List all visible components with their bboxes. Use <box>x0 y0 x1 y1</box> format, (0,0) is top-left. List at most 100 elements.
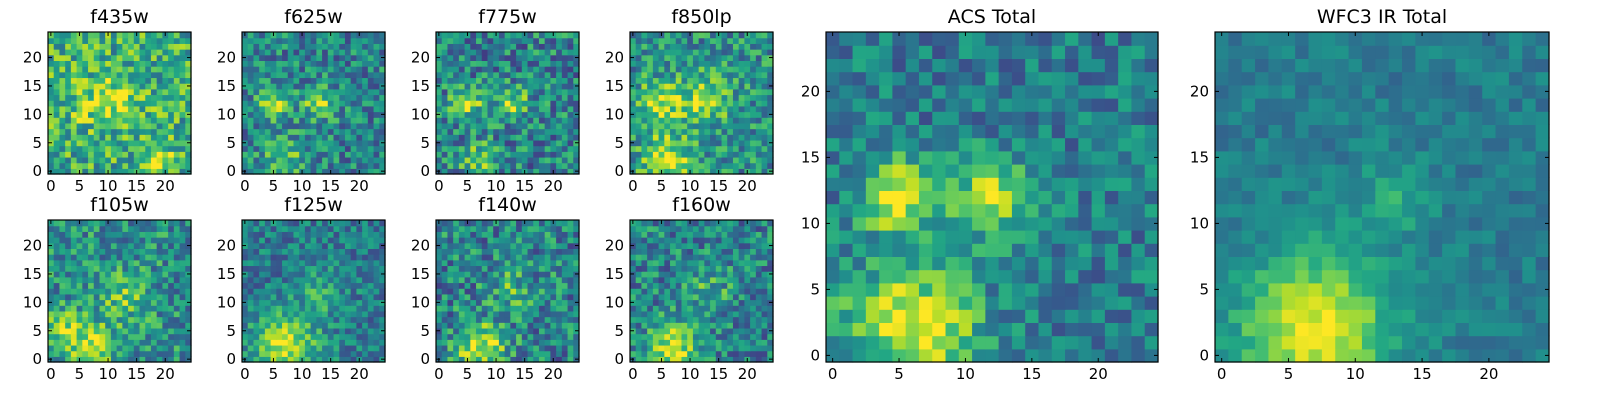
heatmap-cell <box>675 111 683 118</box>
heatmap-cell <box>750 83 757 90</box>
heatmap-cell <box>544 43 551 50</box>
heatmap-cell <box>710 151 717 158</box>
heatmap-cell <box>441 288 449 295</box>
heatmap-cell <box>516 128 523 135</box>
heatmap-cell <box>282 111 289 118</box>
heatmap-cell <box>476 293 483 301</box>
heatmap-cell <box>732 60 740 67</box>
heatmap-cell <box>327 134 335 141</box>
heatmap-cell <box>567 316 574 323</box>
heatmap-cell <box>447 237 454 244</box>
heatmap-cell <box>133 225 141 232</box>
heatmap-cell <box>498 139 506 147</box>
heatmap-cell <box>658 83 665 90</box>
heatmap-cell <box>658 344 665 352</box>
heatmap-cell <box>76 49 83 56</box>
heatmap-cell <box>310 134 317 141</box>
heatmap-cell <box>521 254 529 261</box>
heatmap-cell <box>658 151 665 158</box>
heatmap-cell <box>168 128 175 135</box>
heatmap-cell <box>458 162 466 169</box>
x-tick-label: 5 <box>463 177 473 195</box>
heatmap-cell <box>453 310 460 318</box>
heatmap-cell <box>538 43 546 50</box>
heatmap-cell <box>316 231 323 238</box>
heatmap-cell <box>310 77 317 84</box>
heatmap-cell <box>310 88 317 96</box>
heatmap-cell <box>710 60 717 67</box>
heatmap-cell <box>264 350 272 357</box>
heatmap-cell <box>538 139 546 147</box>
heatmap-cell <box>173 276 181 284</box>
heatmap-cell <box>133 299 141 306</box>
heatmap-cell <box>253 77 260 84</box>
heatmap-cell <box>670 105 677 113</box>
heatmap-cell <box>527 254 534 261</box>
heatmap-cell <box>447 288 454 295</box>
heatmap-cell <box>755 139 763 147</box>
heatmap-cell <box>70 122 78 130</box>
heatmap-cell <box>110 339 118 346</box>
heatmap-cell <box>533 305 540 312</box>
heatmap-cell <box>65 37 72 44</box>
heatmap-cell <box>145 293 152 301</box>
heatmap-cell <box>179 293 186 301</box>
heatmap-cell <box>339 88 346 96</box>
heatmap-cell <box>436 316 443 323</box>
heatmap-cell <box>727 60 734 67</box>
heatmap-cell <box>732 276 740 284</box>
heatmap-cell <box>76 231 83 238</box>
heatmap-cell <box>150 333 158 340</box>
heatmap-cell <box>128 139 135 147</box>
heatmap-cell <box>464 54 471 61</box>
heatmap-cell <box>105 43 112 50</box>
heatmap-cell <box>670 49 677 56</box>
heatmap-cell <box>727 105 734 113</box>
heatmap-cell <box>687 111 694 118</box>
heatmap-cell <box>110 151 118 158</box>
heatmap-cell <box>447 88 454 96</box>
heatmap-cell <box>48 288 55 295</box>
heatmap-cell <box>48 316 55 323</box>
y-tick-label: 5 <box>226 134 236 152</box>
heatmap-cell <box>550 350 557 357</box>
heatmap-cell <box>533 299 540 306</box>
heatmap-cell <box>162 322 169 329</box>
heatmap-cell <box>105 145 112 152</box>
heatmap-cell <box>316 220 323 227</box>
heatmap-cell <box>767 162 774 169</box>
heatmap-cell <box>755 162 763 169</box>
heatmap-cell <box>527 276 534 284</box>
heatmap-cell <box>316 282 323 289</box>
heatmap-cell <box>561 316 569 323</box>
heatmap-cell <box>65 54 72 61</box>
heatmap-cell <box>436 259 443 267</box>
heatmap-cell <box>253 259 260 267</box>
heatmap-cell <box>264 265 272 272</box>
heatmap-cell <box>533 111 540 118</box>
heatmap-cell <box>276 276 283 284</box>
heatmap-cell <box>82 122 89 130</box>
heatmap-cell <box>310 237 317 244</box>
heatmap-cell <box>65 43 72 50</box>
heatmap-cell <box>70 299 78 306</box>
heatmap-cell <box>373 339 380 346</box>
heatmap-cell <box>247 220 255 227</box>
heatmap-cell <box>704 60 711 67</box>
heatmap-cell <box>516 151 523 158</box>
heatmap-cell <box>710 32 717 39</box>
heatmap-cell <box>59 122 66 130</box>
heatmap-cell <box>333 139 340 147</box>
heatmap-cell <box>675 293 683 301</box>
heatmap-cell <box>179 156 186 164</box>
heatmap-cell <box>710 293 717 301</box>
heatmap-cell <box>88 299 95 306</box>
heatmap-cell <box>82 77 89 84</box>
heatmap-cell <box>333 111 340 118</box>
heatmap-cell <box>761 310 768 318</box>
heatmap-cell <box>664 322 671 329</box>
heatmap-cell <box>692 83 700 90</box>
heatmap-cell <box>487 254 494 261</box>
heatmap-cell <box>652 43 660 50</box>
heatmap-cell <box>453 151 460 158</box>
